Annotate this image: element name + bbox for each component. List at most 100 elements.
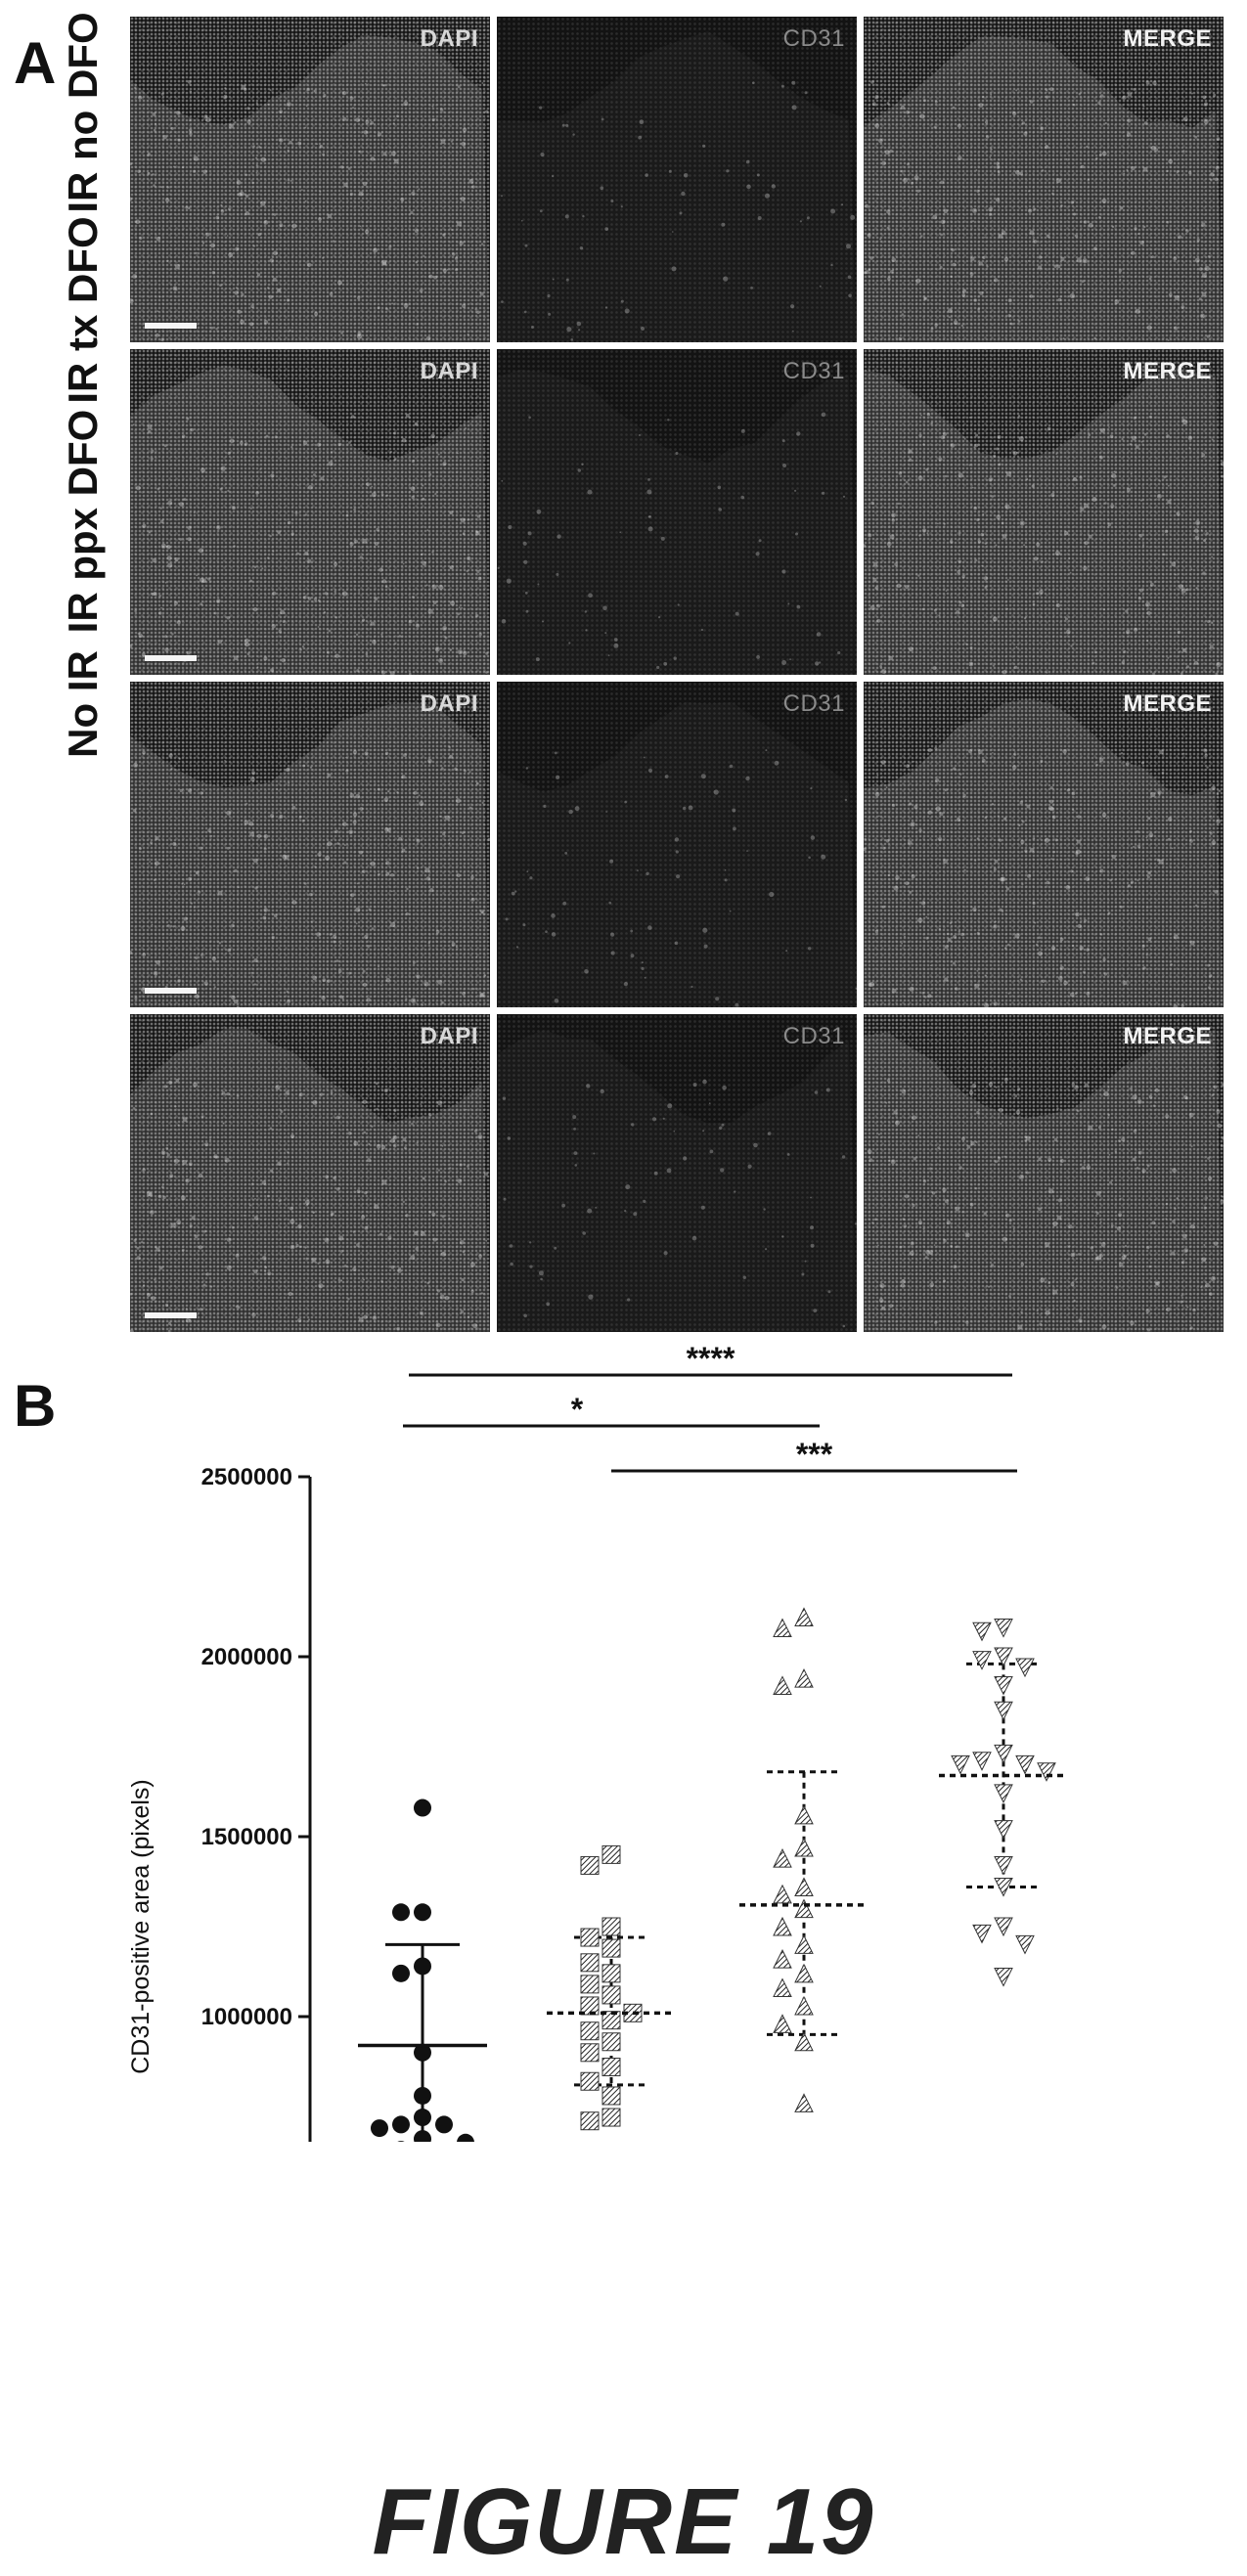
data-point bbox=[580, 2111, 600, 2131]
y-tick-label: 1000000 bbox=[201, 2004, 292, 2030]
data-point bbox=[435, 2115, 453, 2134]
data-point bbox=[794, 1898, 814, 1919]
data-point bbox=[773, 1977, 792, 1998]
data-point bbox=[457, 2133, 474, 2142]
data-point bbox=[601, 2086, 621, 2106]
data-point bbox=[601, 1917, 621, 1936]
data-point bbox=[414, 1903, 431, 1922]
micrograph-no-ir-dapi: DAPI bbox=[130, 1014, 490, 1332]
micrograph-ir-tx-dfo-dapi: DAPI bbox=[130, 349, 490, 675]
data-point bbox=[794, 1877, 814, 1897]
data-point bbox=[1015, 1934, 1035, 1955]
channel-label-dapi: DAPI bbox=[420, 358, 478, 384]
tissue-texture bbox=[130, 365, 490, 675]
series-no-ir bbox=[939, 1619, 1068, 1987]
y-axis-label: CD31-positive area (pixels) bbox=[127, 1779, 155, 2074]
significance-label: **** bbox=[687, 1341, 735, 1376]
micrograph-ir-no-dfo-cd31: CD31 bbox=[497, 17, 857, 342]
data-point bbox=[972, 1924, 992, 1944]
data-point bbox=[994, 1784, 1013, 1803]
significance-label: * bbox=[571, 1392, 584, 1427]
data-point bbox=[414, 2130, 431, 2142]
scale-bar bbox=[145, 323, 197, 329]
data-point bbox=[580, 1855, 600, 1875]
channel-label-cd31: CD31 bbox=[782, 358, 845, 384]
data-point bbox=[392, 1964, 410, 1982]
data-point bbox=[773, 1675, 792, 1695]
tissue-texture bbox=[497, 1029, 857, 1332]
tissue-texture bbox=[864, 698, 1224, 1007]
data-point bbox=[392, 1903, 410, 1922]
micrograph-no-ir-cd31: CD31 bbox=[497, 1014, 857, 1332]
cd31-scatter-chart: ******** 0500000100000015000002000000250… bbox=[127, 1341, 1068, 2142]
data-point bbox=[794, 1995, 814, 2016]
data-point bbox=[397, 2141, 405, 2142]
data-point bbox=[601, 2108, 621, 2127]
figure-title: FIGURE 19 bbox=[372, 2469, 875, 2574]
micrograph-ir-tx-dfo-merge: MERGE bbox=[864, 349, 1224, 675]
y-tick-label: 2000000 bbox=[201, 1644, 292, 1670]
data-point bbox=[994, 1968, 1013, 1987]
scale-bar bbox=[145, 988, 197, 994]
channel-label-merge: MERGE bbox=[1123, 25, 1212, 52]
data-point bbox=[773, 1916, 792, 1936]
data-point bbox=[773, 1847, 792, 1868]
data-point bbox=[994, 1855, 1013, 1876]
data-point bbox=[773, 1884, 792, 1904]
data-point bbox=[580, 1953, 600, 1973]
data-point bbox=[794, 1607, 814, 1627]
data-point bbox=[794, 2031, 814, 2052]
data-point bbox=[1037, 1762, 1056, 1782]
significance-bars: ******** bbox=[403, 1341, 1017, 1473]
data-point bbox=[580, 1928, 600, 1947]
tissue-texture bbox=[864, 36, 1224, 342]
y-tick-label: 2500000 bbox=[201, 1464, 292, 1490]
chart-data-points bbox=[358, 1607, 1068, 2142]
channel-label-dapi: DAPI bbox=[420, 1023, 478, 1049]
channel-label-cd31: CD31 bbox=[782, 1023, 845, 1049]
data-point bbox=[794, 1934, 814, 1954]
data-point bbox=[972, 1752, 992, 1771]
scale-bar bbox=[145, 655, 197, 661]
data-point bbox=[601, 1938, 621, 1958]
data-point bbox=[972, 1621, 992, 1642]
data-point bbox=[994, 1701, 1013, 1721]
micrograph-ir-ppx-dfo-cd31: CD31 bbox=[497, 682, 857, 1007]
data-point bbox=[601, 1985, 621, 2005]
data-point bbox=[601, 1964, 621, 1983]
data-point bbox=[392, 2115, 410, 2134]
channel-label-merge: MERGE bbox=[1123, 358, 1212, 384]
micrograph-ir-no-dfo-dapi: DAPI bbox=[130, 17, 490, 342]
micrograph-no-ir-merge: MERGE bbox=[864, 1014, 1224, 1332]
data-point bbox=[994, 1647, 1013, 1667]
tissue-texture bbox=[130, 1028, 490, 1332]
tissue-texture bbox=[130, 702, 490, 1007]
data-point bbox=[580, 2021, 600, 2041]
scale-bar bbox=[145, 1312, 197, 1318]
data-point bbox=[580, 2043, 600, 2063]
data-point bbox=[601, 2058, 621, 2077]
tissue-texture bbox=[864, 1029, 1224, 1332]
data-point bbox=[414, 2043, 431, 2062]
tissue-texture bbox=[497, 701, 857, 1007]
data-point bbox=[414, 2086, 431, 2105]
data-point bbox=[994, 1878, 1013, 1897]
series-ir-no-dfo bbox=[358, 1799, 487, 2142]
data-point bbox=[794, 1804, 814, 1825]
data-point bbox=[773, 1618, 792, 1638]
tissue-texture bbox=[130, 34, 490, 342]
panel-b-letter: B bbox=[14, 1373, 57, 1439]
data-point bbox=[773, 2014, 792, 2033]
micrograph-ir-tx-dfo-cd31: CD31 bbox=[497, 349, 857, 675]
channel-label-dapi: DAPI bbox=[420, 690, 478, 717]
channel-label-dapi: DAPI bbox=[420, 25, 478, 52]
data-point bbox=[994, 1619, 1013, 1638]
data-point bbox=[994, 1744, 1013, 1764]
series-ir-tx-dfo bbox=[547, 1844, 676, 2131]
channel-label-cd31: CD31 bbox=[782, 690, 845, 717]
data-point bbox=[972, 1651, 992, 1670]
channel-label-cd31: CD31 bbox=[782, 25, 845, 52]
data-point bbox=[414, 1957, 431, 1976]
tissue-texture bbox=[497, 369, 857, 675]
data-point bbox=[994, 1917, 1013, 1937]
